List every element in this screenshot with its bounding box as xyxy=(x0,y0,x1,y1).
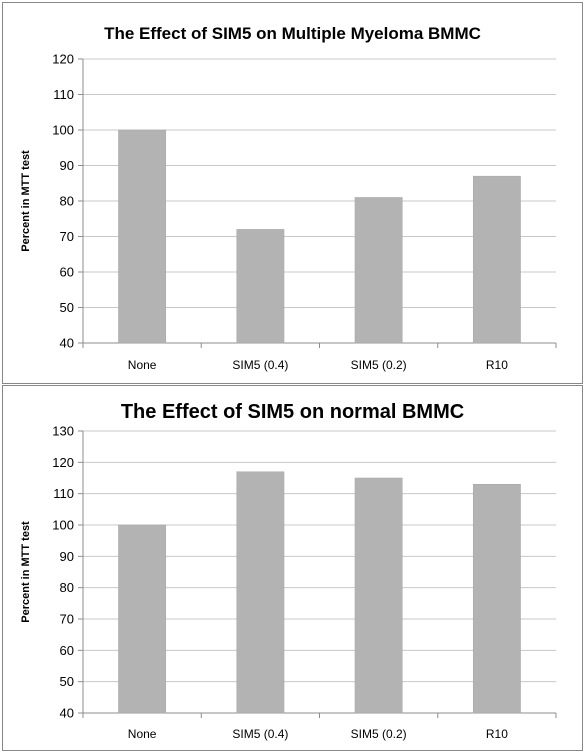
y-tick-label: 70 xyxy=(60,229,74,244)
y-tick-label: 50 xyxy=(60,300,74,315)
chart-panel-myeloma: The Effect of SIM5 on Multiple Myeloma B… xyxy=(2,2,583,384)
x-tick-label: None xyxy=(128,727,157,741)
y-tick-label: 80 xyxy=(60,194,74,209)
chart-myeloma: The Effect of SIM5 on Multiple Myeloma B… xyxy=(20,24,557,372)
y-tick-label: 130 xyxy=(52,424,74,439)
y-tick-label: 120 xyxy=(52,52,74,67)
y-tick-label: 90 xyxy=(60,158,74,173)
bar-sim5-0-2 xyxy=(354,197,403,344)
x-tick-label: R10 xyxy=(486,358,508,372)
x-tick-label: SIM5 (0.4) xyxy=(232,727,288,741)
chart-normal: The Effect of SIM5 on normal BMMC Percent… xyxy=(20,401,557,741)
y-axis-label: Percent in MTT test xyxy=(20,521,32,623)
bar-r10 xyxy=(472,175,521,344)
x-tick-label: SIM5 (0.2) xyxy=(351,727,407,741)
x-tick-label: SIM5 (0.4) xyxy=(232,358,288,372)
y-tick-label: 40 xyxy=(60,706,74,721)
y-axis-label: Percent in MTT test xyxy=(20,150,32,252)
y-tick-label: 40 xyxy=(60,336,74,351)
bar-sim5-0-4 xyxy=(236,229,285,344)
y-tick-label: 120 xyxy=(52,455,74,470)
y-tick-label: 90 xyxy=(60,549,74,564)
x-tick-label: SIM5 (0.2) xyxy=(351,358,407,372)
y-tick-label: 60 xyxy=(60,643,74,658)
bar-none xyxy=(118,524,167,714)
chart-panel-normal: The Effect of SIM5 on normal BMMC Percent… xyxy=(2,385,583,751)
y-tick-label: 70 xyxy=(60,612,74,627)
chart-title: The Effect of SIM5 on Multiple Myeloma B… xyxy=(104,24,481,43)
x-tick-label: R10 xyxy=(486,727,508,741)
y-tick-label: 80 xyxy=(60,580,74,595)
bar-sim5-0-2 xyxy=(354,477,403,714)
bar-none xyxy=(118,129,167,344)
x-tick-label: None xyxy=(128,358,157,372)
chart-title: The Effect of SIM5 on normal BMMC xyxy=(121,401,464,423)
y-tick-label: 100 xyxy=(52,123,74,138)
bar-r10 xyxy=(472,484,521,714)
y-tick-label: 50 xyxy=(60,674,74,689)
bar-sim5-0-4 xyxy=(236,471,285,714)
y-tick-label: 110 xyxy=(53,87,74,102)
y-tick-label: 110 xyxy=(53,486,74,501)
y-tick-label: 60 xyxy=(60,265,74,280)
y-tick-label: 100 xyxy=(52,518,74,533)
